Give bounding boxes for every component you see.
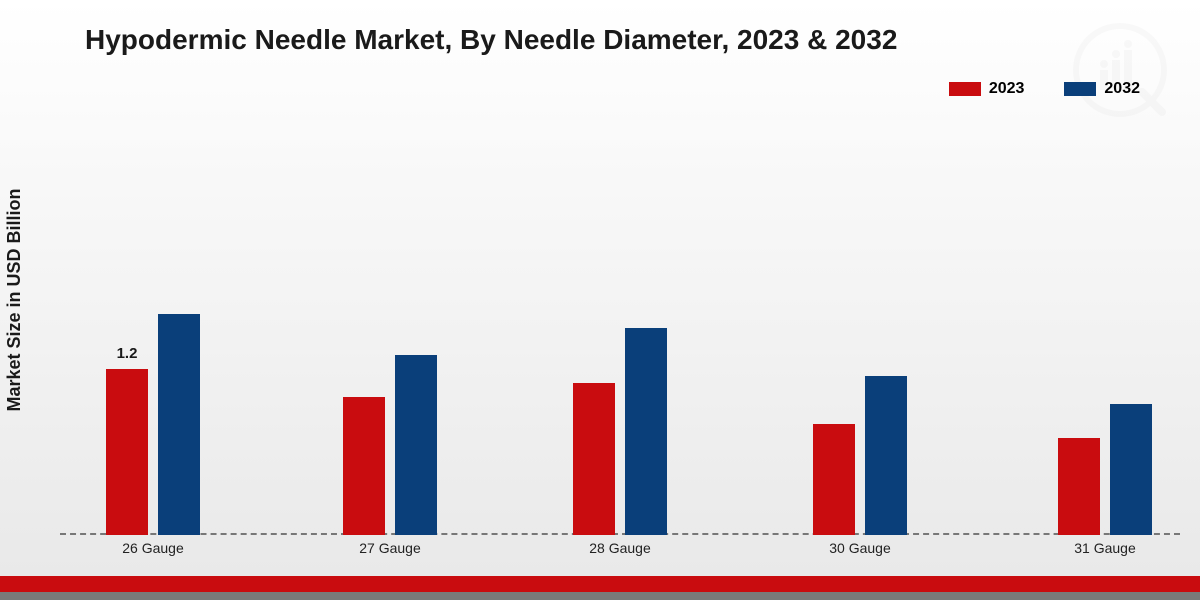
- bar: [625, 328, 667, 536]
- bar-group: [573, 328, 667, 536]
- bar: [343, 397, 385, 535]
- bar-value-label: 1.2: [117, 345, 138, 362]
- x-axis-tick-label: 30 Gauge: [829, 540, 891, 556]
- x-axis-tick-label: 28 Gauge: [589, 540, 651, 556]
- chart-title: Hypodermic Needle Market, By Needle Diam…: [85, 24, 897, 56]
- bar-group: [343, 355, 437, 535]
- footer-bar: [0, 576, 1200, 600]
- x-axis-tick-label: 27 Gauge: [359, 540, 421, 556]
- bar: [158, 314, 200, 535]
- bar-group: 1.2: [106, 314, 200, 535]
- x-axis-tick-label: 26 Gauge: [122, 540, 184, 556]
- legend-item-2023: 2023: [949, 80, 1025, 98]
- bar: [813, 424, 855, 535]
- y-axis-label: Market Size in USD Billion: [4, 188, 25, 411]
- bar: 1.2: [106, 369, 148, 535]
- bar: [1110, 404, 1152, 535]
- legend-swatch-2023: [949, 82, 981, 96]
- legend-item-2032: 2032: [1064, 80, 1140, 98]
- bar: [395, 355, 437, 535]
- legend: 2023 2032: [949, 80, 1140, 98]
- x-axis-labels: 26 Gauge 27 Gauge 28 Gauge 30 Gauge 31 Gauge: [60, 540, 1180, 560]
- legend-swatch-2032: [1064, 82, 1096, 96]
- brand-logo: [1070, 20, 1170, 120]
- x-axis-tick-label: 31 Gauge: [1074, 540, 1136, 556]
- bar-group: [1058, 404, 1152, 535]
- bar: [573, 383, 615, 535]
- footer-red-stripe: [0, 576, 1200, 592]
- bar: [1058, 438, 1100, 535]
- bar-group: [813, 376, 907, 535]
- chart-plot-area: 1.2: [60, 120, 1180, 535]
- legend-label-2023: 2023: [989, 80, 1025, 98]
- bar: [865, 376, 907, 535]
- footer-grey-stripe: [0, 592, 1200, 600]
- legend-label-2032: 2032: [1104, 80, 1140, 98]
